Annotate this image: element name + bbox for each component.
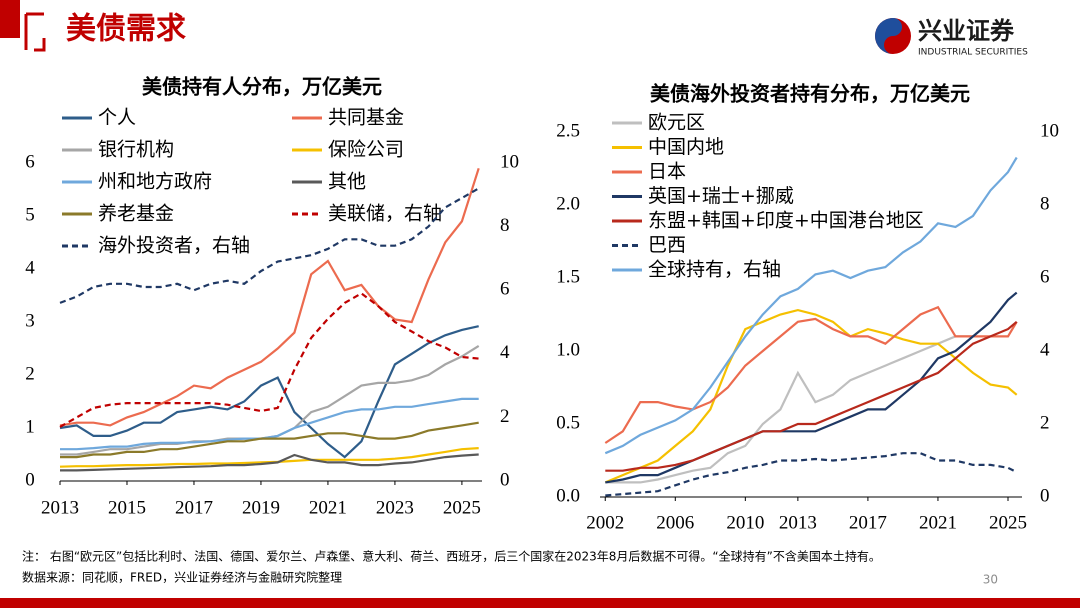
slide-title: 美债需求	[66, 12, 186, 47]
source: 数据来源：同花顺，FRED，兴业证券经济与金融研究院整理	[22, 570, 342, 585]
x-tick-label: 2025	[443, 497, 481, 518]
legend-label: 养老基金	[98, 203, 174, 225]
x-tick-label: 2017	[175, 497, 213, 518]
series-line	[605, 452, 1018, 497]
x-tick-label: 2013	[779, 512, 817, 533]
legend-label: 个人	[98, 107, 136, 129]
y2-tick-label: 2	[500, 406, 510, 427]
series-line	[59, 187, 480, 304]
series-line	[605, 291, 1018, 484]
y-tick-label: 0.5	[556, 412, 580, 433]
y-tick-label: 4	[25, 257, 35, 278]
bottom-bar	[0, 598, 1080, 608]
y2-tick-label: 0	[1040, 485, 1050, 506]
legend-label: 全球持有，右轴	[648, 259, 781, 281]
x-tick-label: 2025	[989, 512, 1027, 533]
series-line	[604, 156, 1018, 455]
chart-title: 美债海外投资者持有分布，万亿美元	[650, 82, 970, 106]
logo-wave	[875, 18, 902, 54]
logo-cn: 兴业证券	[918, 17, 1015, 45]
legend-label: 中国内地	[648, 136, 724, 158]
x-tick-label: 2019	[242, 497, 280, 518]
x-tick-label: 2013	[41, 497, 79, 518]
y-tick-label: 2	[25, 363, 35, 384]
y2-tick-label: 6	[1040, 266, 1050, 287]
y-tick-label: 5	[25, 204, 35, 225]
x-tick-label: 2006	[656, 512, 694, 533]
series-line	[60, 397, 479, 451]
title-block	[0, 0, 20, 38]
series-line	[604, 305, 1018, 444]
page-number: 30	[983, 573, 998, 587]
series-line	[59, 325, 479, 459]
x-tick-label: 2010	[726, 512, 764, 533]
legend-label: 美联储，右轴	[328, 203, 442, 225]
x-tick-label: 2023	[376, 497, 414, 518]
legend-label: 其他	[328, 171, 366, 193]
x-tick-label: 2021	[309, 497, 347, 518]
series-line	[605, 320, 1018, 472]
legend-label: 银行机构	[98, 139, 174, 161]
legend-label: 州和地方政府	[98, 171, 212, 193]
x-tick-label: 2021	[919, 512, 957, 533]
chart-title: 美债持有人分布，万亿美元	[142, 75, 382, 99]
y2-tick-label: 0	[500, 469, 510, 490]
y2-tick-label: 10	[500, 151, 519, 172]
legend-label: 海外投资者，右轴	[98, 235, 250, 257]
y2-tick-label: 8	[1040, 193, 1050, 214]
y-tick-label: 0.0	[556, 485, 580, 506]
x-tick-label: 2017	[849, 512, 887, 533]
y-tick-label: 3	[25, 310, 35, 331]
series-line	[59, 167, 480, 427]
x-tick-label: 2015	[108, 497, 146, 518]
y-tick-label: 2.5	[556, 120, 580, 141]
y-tick-label: 6	[25, 151, 35, 172]
legend-label: 欧元区	[648, 112, 705, 134]
logo-en: INDUSTRIAL SECURITIES	[918, 48, 1028, 58]
y-tick-label: 2.0	[556, 193, 580, 214]
legend-label: 巴西	[648, 234, 686, 256]
legend-label: 保险公司	[328, 139, 404, 161]
y2-tick-label: 2	[1040, 412, 1050, 433]
y2-tick-label: 4	[500, 342, 510, 363]
series-line	[605, 335, 973, 484]
y2-tick-label: 10	[1040, 120, 1059, 141]
legend-label: 共同基金	[328, 107, 404, 129]
y-tick-label: 0	[25, 469, 35, 490]
series-line	[60, 453, 479, 472]
y-tick-label: 1	[25, 416, 35, 437]
legend-label: 英国+瑞士+挪威	[648, 185, 794, 207]
y2-tick-label: 8	[500, 215, 510, 236]
y-tick-label: 1.0	[556, 339, 580, 360]
logo: 兴业证券 INDUSTRIAL SECURITIES	[875, 17, 1028, 58]
series-line	[59, 292, 479, 428]
legend-label: 东盟+韩国+印度+中国港台地区	[648, 210, 924, 232]
y2-tick-label: 6	[500, 279, 510, 300]
footnote: 注： 右图“欧元区”包括比利时、法国、德国、爱尔兰、卢森堡、意大利、荷兰、西班牙…	[22, 549, 881, 564]
y-tick-label: 1.5	[556, 266, 580, 287]
series-line	[60, 421, 479, 459]
title-icon	[24, 12, 46, 52]
y2-tick-label: 4	[1040, 339, 1050, 360]
x-tick-label: 2002	[586, 512, 624, 533]
legend-label: 日本	[648, 161, 686, 183]
